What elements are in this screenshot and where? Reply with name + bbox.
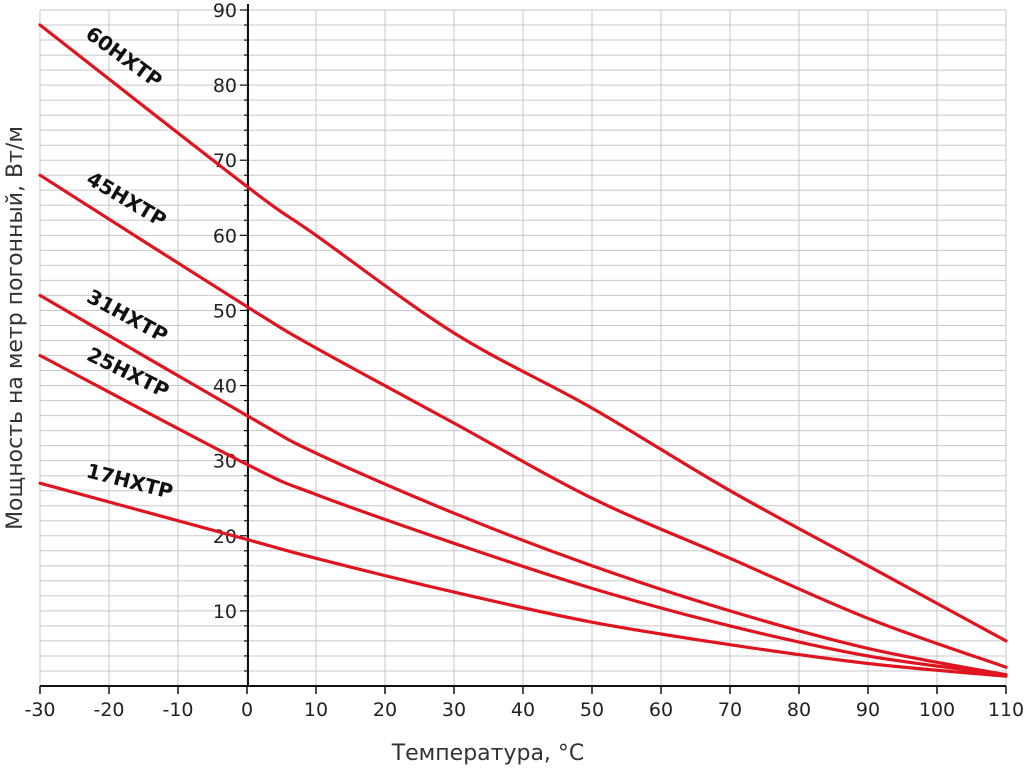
series-line-60HXTP (38, 23, 1008, 643)
y-tick-label: 80 (213, 75, 237, 97)
x-tick-label: 20 (373, 699, 397, 721)
x-tick-label: -20 (93, 699, 124, 721)
x-tick-label: -10 (162, 699, 193, 721)
x-tick-label: 40 (511, 699, 535, 721)
x-tick-label: 110 (988, 699, 1024, 721)
series-label-60HXTP: 60HXTP (81, 21, 166, 92)
x-tick-label: 10 (304, 699, 328, 721)
x-tick-label: 80 (787, 699, 811, 721)
x-tick-label: 60 (649, 699, 673, 721)
grid (39, 9, 1007, 686)
y-tick-label: 10 (213, 601, 237, 623)
x-tick-label: 90 (856, 699, 880, 721)
y-tick-label: 40 (213, 376, 237, 398)
series-label-45HXTP: 45HXTP (83, 166, 171, 232)
x-axis-title: Температура, °C (391, 741, 585, 766)
series-line-31HXTP (38, 293, 1008, 677)
series-label-31HXTP: 31HXTP (83, 284, 172, 347)
x-tick-label: 70 (718, 699, 742, 721)
series-line-45HXTP (38, 173, 1008, 669)
y-tick-label: 60 (213, 225, 237, 247)
x-tick-label: -30 (24, 699, 55, 721)
y-tick-label: 90 (213, 0, 237, 22)
x-tick-label: 50 (580, 699, 604, 721)
series-line-17HXTP (38, 481, 1008, 678)
x-tick-label: 0 (241, 699, 253, 721)
x-tick-label: 30 (442, 699, 466, 721)
y-axis-title: Мощность на метр погонный, Вт/м (3, 126, 28, 530)
series-label-17HXTP: 17HXTP (84, 458, 175, 503)
y-tick-label: 50 (213, 300, 237, 322)
series-label-25HXTP: 25HXTP (83, 342, 173, 403)
series-line-25HXTP (38, 353, 1008, 677)
x-tick-label: 100 (919, 699, 955, 721)
axes: -30 -20 -10 0 10 20 30 40 50 60 70 80 90 100 110102030… (24, 0, 1024, 721)
series (38, 23, 1008, 678)
